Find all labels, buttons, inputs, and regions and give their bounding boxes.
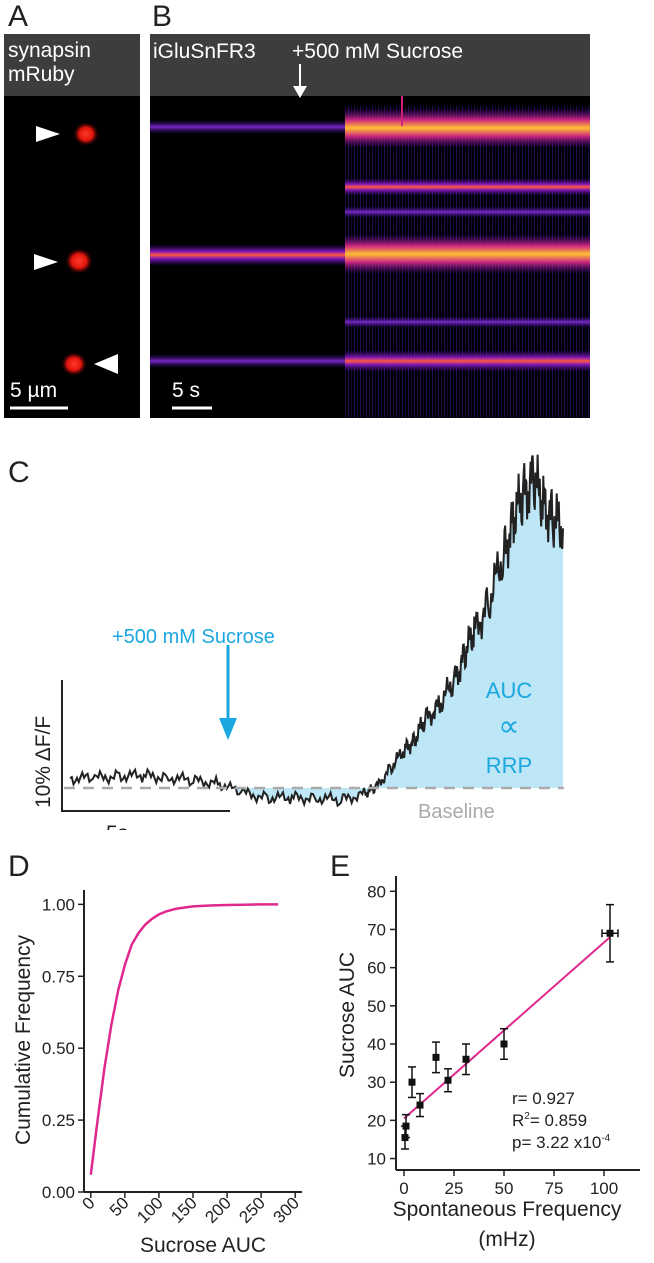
d-axes: 0.00 0.25 0.50 0.75 1.00 0 50 100 150 200 250 300: [42, 890, 303, 1227]
d-ytick-label: 1.00: [42, 895, 75, 914]
panel-e-chart: 10 20 30 40 50 60 70 80 0 25 50 75 100 r= 0.927 R2= …: [336, 876, 640, 1251]
d-xtick-label: 150: [167, 1193, 200, 1226]
panel-a-image: synapsin mRuby 5 µm: [4, 34, 140, 418]
scalebar-a-label: 5 µm: [10, 379, 58, 402]
d-xtick-label: 50: [106, 1193, 133, 1220]
d-xtick-label: 300: [270, 1193, 303, 1226]
y-scalebar-label: 10% ΔF/F: [32, 716, 55, 808]
e-data-point: [462, 1055, 470, 1063]
e-xtick-label: 75: [545, 1179, 564, 1198]
e-axes: 10 20 30 40 50 60 70 80 0 25 50 75 100: [367, 876, 640, 1198]
e-ytick-label: 40: [367, 1035, 386, 1054]
d-xtick-label: 200: [201, 1193, 234, 1226]
e-points: [401, 903, 619, 1150]
e-ytick-label: 50: [367, 997, 386, 1016]
panel-d-chart: 0.00 0.25 0.50 0.75 1.00 0 50 100 150 200 250 300 C…: [12, 890, 303, 1257]
rrp-label: RRP: [486, 753, 532, 778]
header-mruby: mRuby: [8, 63, 75, 86]
e-ytick-label: 80: [367, 882, 386, 901]
e-stat-r: r= 0.927: [512, 1089, 575, 1108]
d-xtick-label: 0: [79, 1193, 99, 1213]
proportional-symbol: ∝: [498, 710, 519, 743]
arrowhead-1: [36, 126, 60, 142]
baseline-label: Baseline: [418, 801, 495, 823]
panel-b-header: iGluSnFR3 +500 mM Sucrose: [150, 34, 590, 98]
header-sucrose: +500 mM Sucrose: [292, 40, 463, 63]
auc-area: [232, 454, 563, 806]
e-stat-r2: R2= 0.859: [512, 1111, 587, 1130]
x-scalebar-label: 5s: [106, 822, 128, 830]
df-trace: [69, 454, 564, 808]
d-ylabel: Cumulative Frequency: [12, 934, 35, 1145]
e-fit-line: [403, 936, 611, 1120]
panel-a-header: synapsin mRuby: [4, 34, 140, 96]
panel-a-letter: A: [8, 0, 29, 33]
panel-c-chart: +500 mM Sucrose 10% ΔF/F 5s AUC ∝ RRP Ba…: [32, 454, 564, 830]
panel-a-micrograph: [10, 122, 118, 410]
e-ytick-label: 20: [367, 1111, 386, 1130]
e-xlabel-1: Spontaneous Frequency: [393, 1198, 622, 1221]
auc-label: AUC: [486, 678, 533, 703]
synapse-puncta-3: [61, 352, 87, 376]
e-xtick-label: 25: [445, 1179, 464, 1198]
e-xtick-label: 100: [590, 1179, 618, 1198]
d-ytick-label: 0.75: [42, 967, 75, 986]
scalebar-b-label: 5 s: [172, 379, 201, 402]
panel-b-letter: B: [152, 0, 173, 33]
e-data-point: [500, 1040, 508, 1048]
e-data-point: [408, 1078, 416, 1086]
e-ytick-label: 60: [367, 959, 386, 978]
e-stat-p: p= 3.22 x10-4: [512, 1133, 611, 1152]
d-ytick-label: 0.25: [42, 1111, 75, 1130]
e-xtick-label: 50: [495, 1179, 514, 1198]
synapse-puncta-2: [65, 248, 93, 274]
panel-b-image: iGluSnFR3 +500 mM Sucrose: [150, 34, 590, 418]
d-xlabel: Sucrose AUC: [140, 1234, 266, 1257]
e-data-point: [416, 1101, 424, 1109]
d-ytick-label: 0.00: [42, 1183, 75, 1202]
d-xtick-label: 100: [133, 1193, 166, 1226]
panel-d-letter: D: [8, 850, 30, 883]
d-cumulative-line: [89, 903, 279, 1175]
e-ytick-label: 10: [367, 1150, 386, 1169]
e-xtick-label: 0: [399, 1179, 408, 1198]
arrowhead-2: [34, 254, 58, 270]
e-data-point: [432, 1053, 440, 1061]
stimulus-arrow-b: [293, 64, 307, 98]
panel-e-letter: E: [330, 850, 351, 883]
panel-b-kymograph: [150, 96, 590, 418]
header-igluSnFR3: iGluSnFR3: [153, 40, 256, 63]
e-ytick-label: 30: [367, 1073, 386, 1092]
e-ytick-label: 70: [367, 920, 386, 939]
stimulus-arrowhead-c: [219, 718, 237, 740]
arrowhead-3: [94, 354, 118, 374]
panel-c-letter: C: [8, 456, 30, 489]
e-data-point: [606, 929, 614, 937]
d-ytick-label: 0.50: [42, 1039, 75, 1058]
stimulus-label-c: +500 mM Sucrose: [112, 626, 275, 648]
e-data-point: [402, 1122, 410, 1130]
e-ylabel: Sucrose AUC: [336, 952, 359, 1078]
e-xlabel-2: (mHz): [478, 1228, 535, 1251]
header-synapsin: synapsin: [8, 39, 91, 62]
e-data-point: [444, 1076, 452, 1084]
d-xtick-label: 250: [235, 1193, 268, 1226]
synapse-puncta-1: [73, 122, 99, 146]
